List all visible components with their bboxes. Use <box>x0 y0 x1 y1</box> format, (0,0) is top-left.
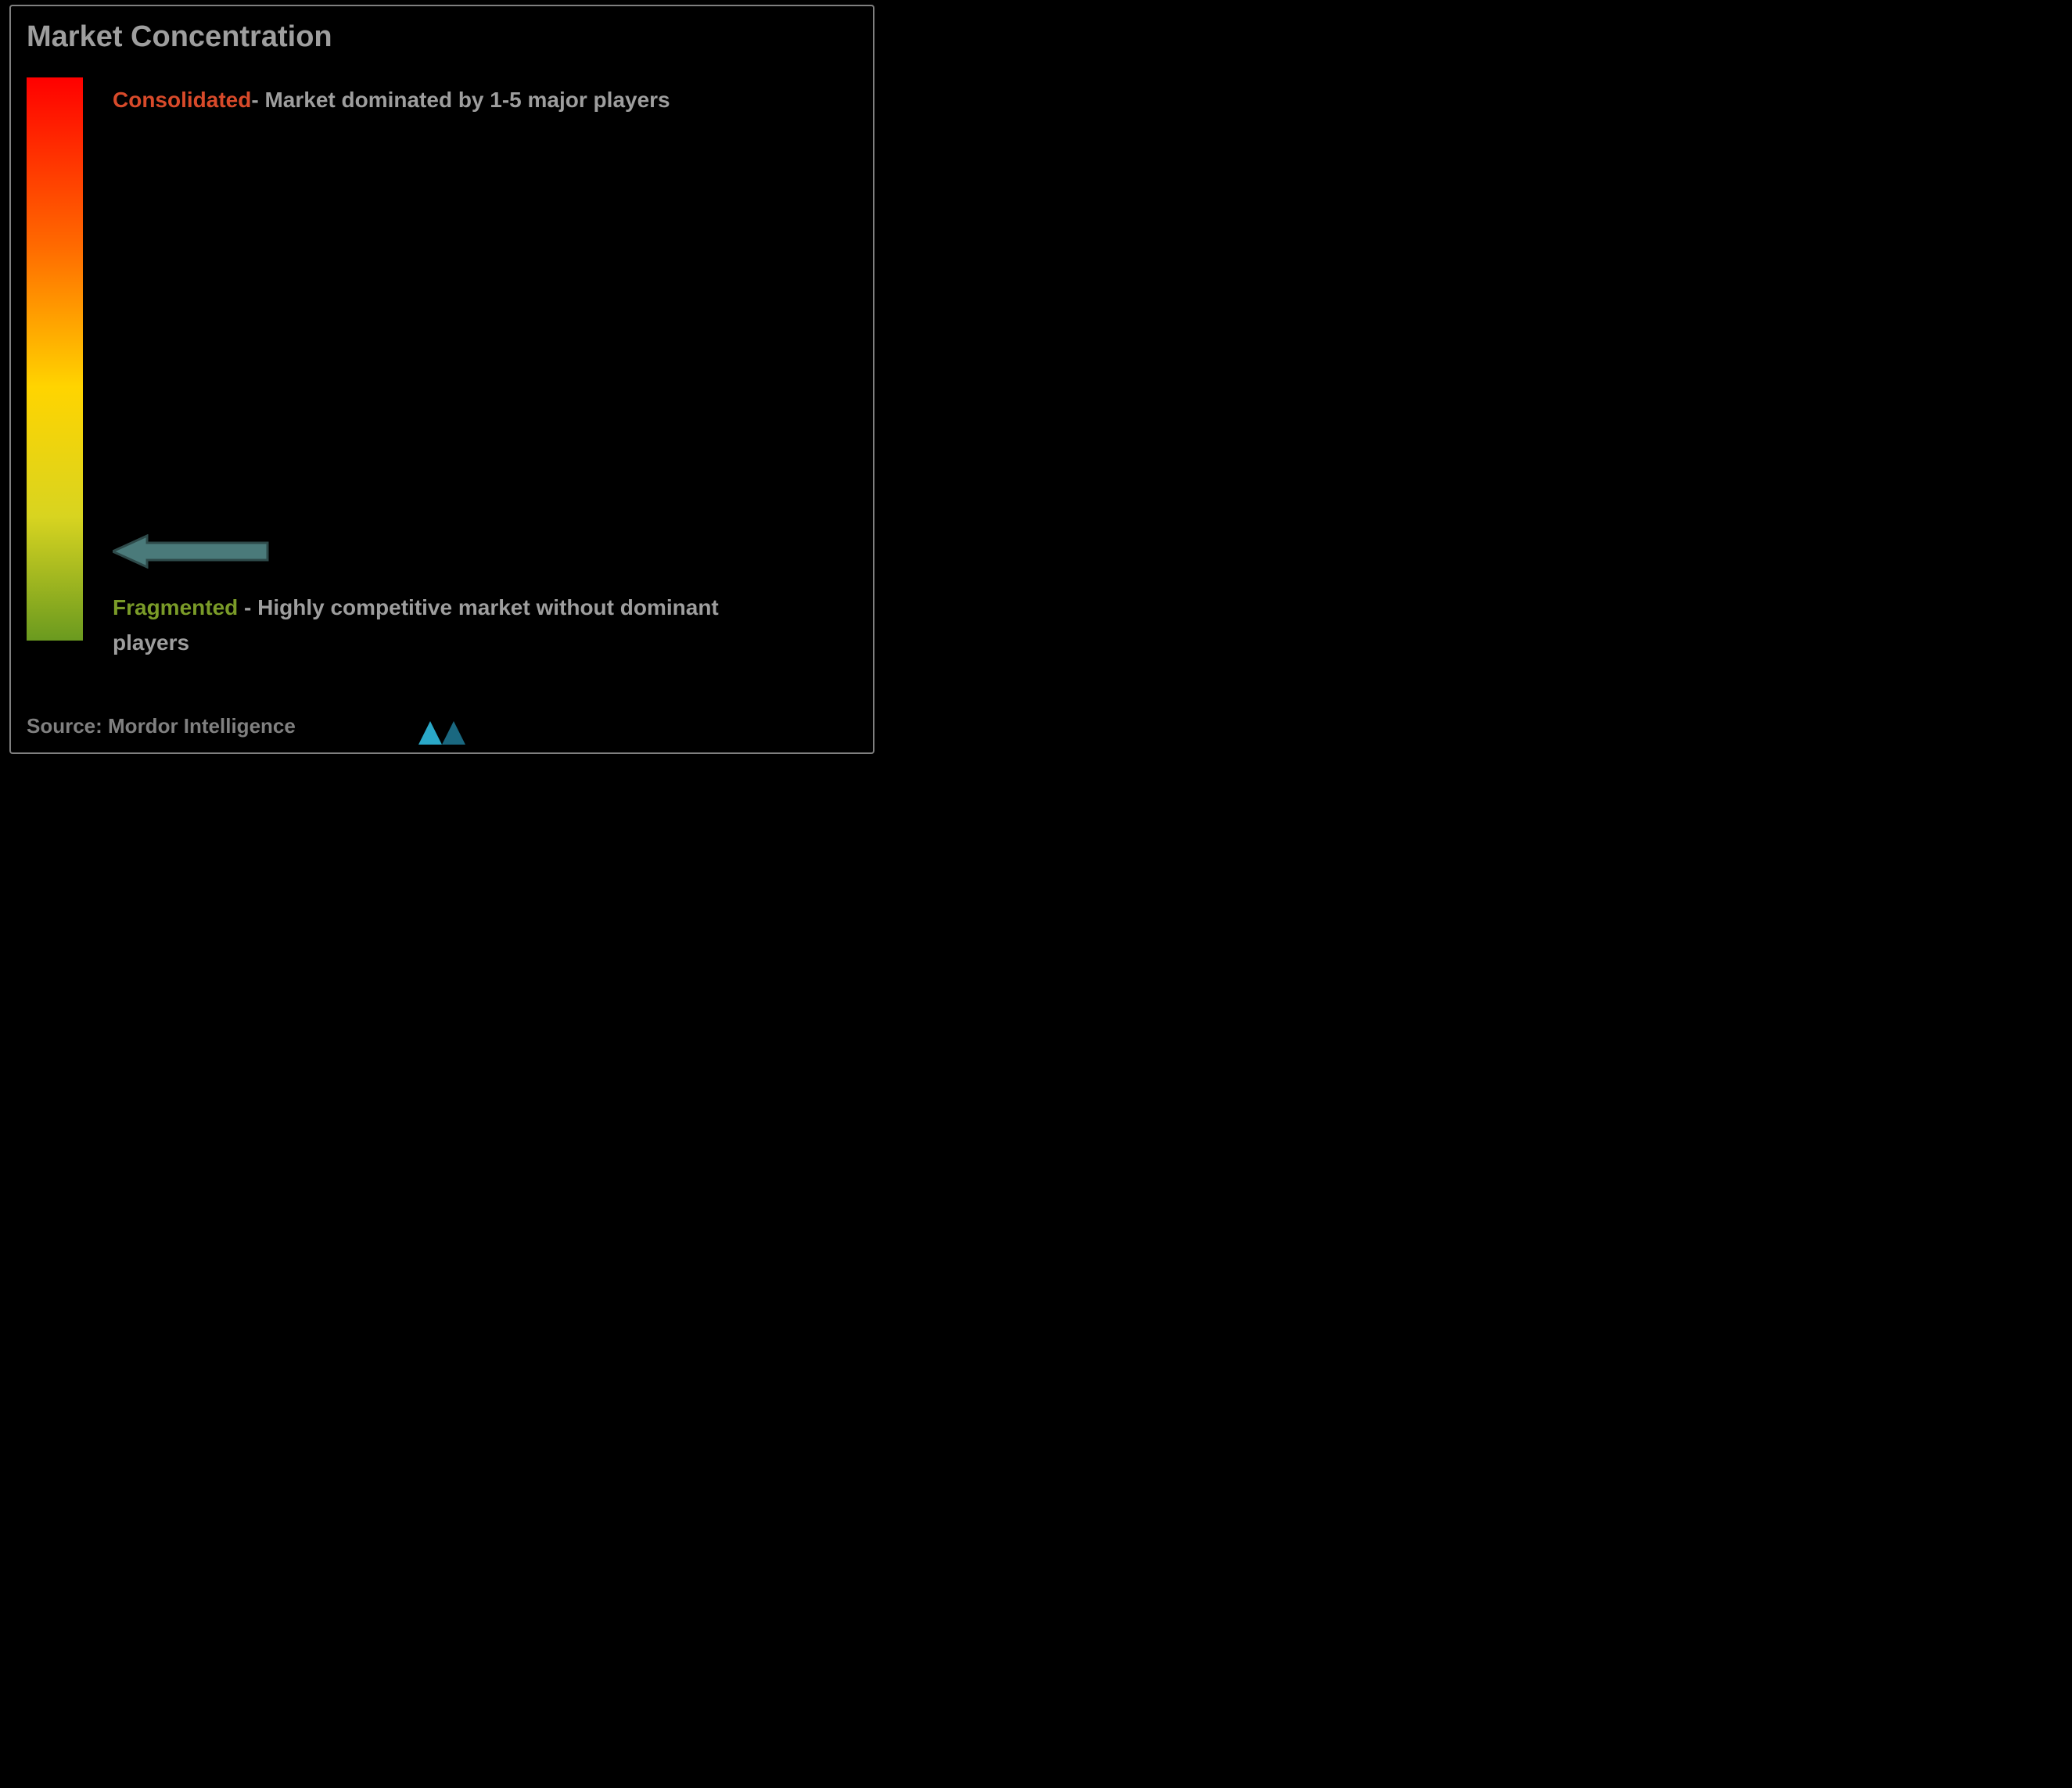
concentration-gradient-bar <box>27 77 83 641</box>
fragmented-key: Fragmented <box>113 595 238 619</box>
consolidated-key: Consolidated <box>113 88 251 112</box>
fragmented-label: Fragmented - Highly competitive market w… <box>113 591 738 661</box>
position-arrow <box>113 534 269 573</box>
market-concentration-card: Market Concentration Consolidated- <box>9 5 874 754</box>
arrow-left-icon <box>113 534 269 569</box>
source-attribution: Source: Mordor Intelligence <box>27 714 296 738</box>
card-content: Consolidated- Market dominated by 1-5 ma… <box>11 77 873 641</box>
mordor-logo-icon <box>415 715 469 746</box>
consolidated-label: Consolidated- Market dominated by 1-5 ma… <box>113 85 670 115</box>
card-title: Market Concentration <box>11 6 873 77</box>
consolidated-desc: - Market dominated by 1-5 major players <box>251 88 670 112</box>
labels-column: Consolidated- Market dominated by 1-5 ma… <box>113 77 857 641</box>
gradient-bar-svg <box>27 77 83 641</box>
